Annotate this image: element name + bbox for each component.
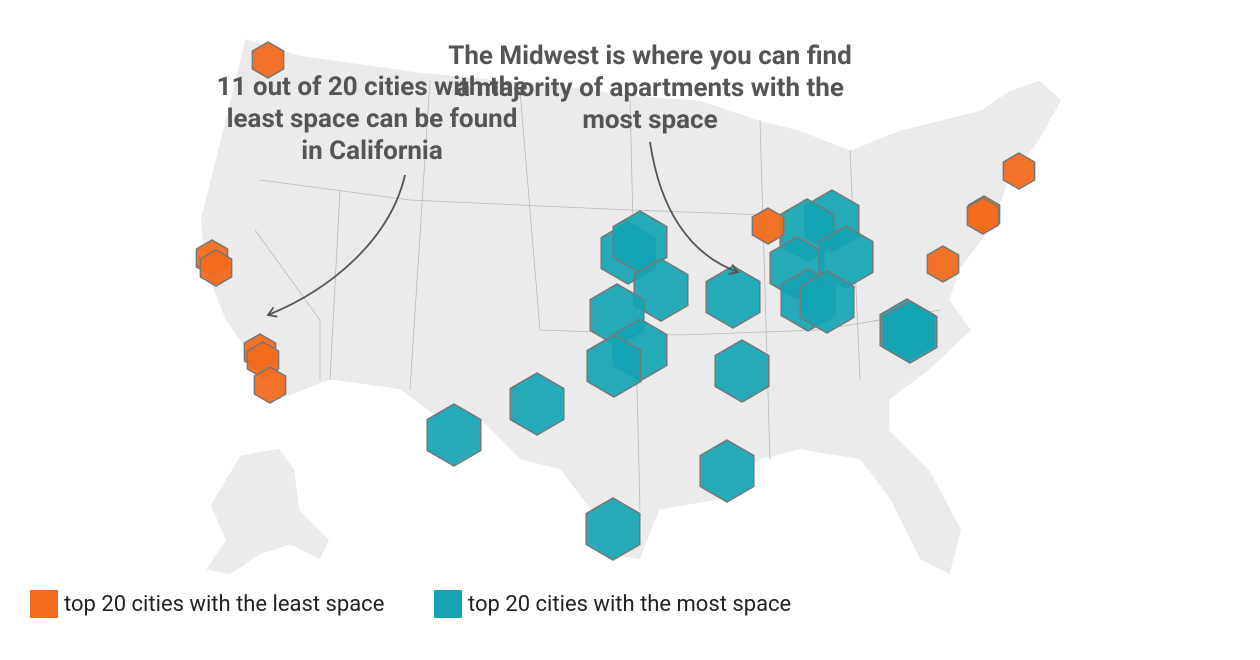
city-hex: [705, 265, 761, 329]
annotation-line: in California: [301, 136, 443, 166]
city-hex: [751, 207, 785, 245]
legend-label: top 20 cities with the most space: [468, 592, 791, 617]
alaska: [203, 447, 331, 576]
city-hex: [926, 245, 960, 283]
annotation-line: 11 out of 20 cities with the: [217, 72, 528, 102]
annotation-line: The Midwest is where you can find: [448, 41, 852, 71]
legend-label: top 20 cities with the least space: [64, 592, 384, 617]
city-hex: [882, 300, 938, 364]
city-hex: [699, 439, 755, 503]
legend: top 20 cities with the least space top 20…: [30, 590, 791, 618]
city-hex: [251, 41, 285, 79]
city-hex: [426, 403, 482, 467]
city-hex: [586, 334, 642, 398]
city-hex: [799, 270, 855, 334]
city-markers: [195, 41, 1036, 561]
annotation-arrow: [266, 174, 406, 318]
city-hex: [966, 197, 1000, 235]
legend-swatch: [434, 590, 462, 618]
city-hex: [633, 258, 689, 322]
annotation-line: a majority of apartments with the: [456, 73, 844, 103]
city-hex: [585, 497, 641, 561]
city-hex: [509, 372, 565, 436]
city-hex: [714, 339, 770, 403]
city-hex: [1002, 152, 1036, 190]
legend-swatch: [30, 590, 58, 618]
annotation-line: most space: [582, 105, 717, 135]
city-hex: [199, 249, 233, 287]
city-hex: [253, 366, 287, 404]
annotation-arrow: [649, 141, 740, 275]
annotation-line: least space can be found: [227, 104, 518, 134]
